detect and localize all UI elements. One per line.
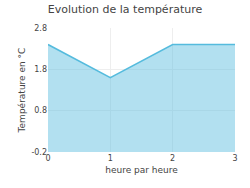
- svg-text:0.8: 0.8: [34, 106, 47, 115]
- svg-text:heure par heure: heure par heure: [105, 165, 178, 175]
- svg-text:2: 2: [170, 154, 175, 163]
- svg-text:1.8: 1.8: [34, 65, 47, 74]
- svg-text:-0.2: -0.2: [31, 148, 47, 157]
- svg-text:3: 3: [232, 154, 237, 163]
- svg-text:2.8: 2.8: [34, 24, 47, 33]
- svg-text:Température en °C: Température en °C: [17, 48, 27, 134]
- svg-text:0: 0: [45, 154, 50, 163]
- svg-text:1: 1: [108, 154, 113, 163]
- svg-text:Evolution de la température: Evolution de la température: [48, 3, 203, 16]
